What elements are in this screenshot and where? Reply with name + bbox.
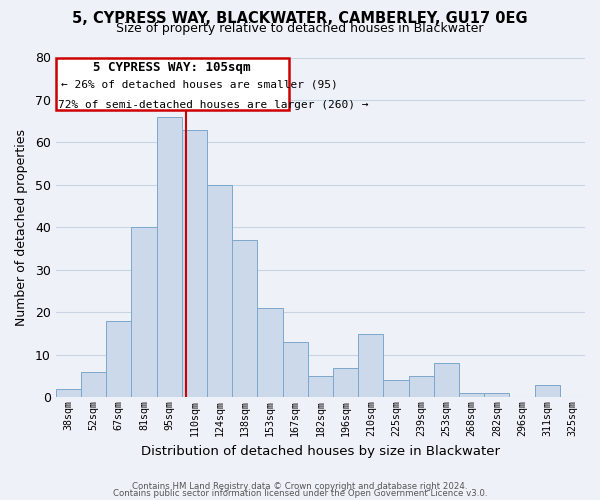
Bar bbox=[434, 364, 459, 398]
Bar bbox=[333, 368, 358, 398]
Bar bbox=[484, 393, 509, 398]
Bar bbox=[383, 380, 409, 398]
Text: 72% of semi-detached houses are larger (260) →: 72% of semi-detached houses are larger (… bbox=[58, 100, 369, 110]
Bar bbox=[232, 240, 257, 398]
Bar bbox=[459, 393, 484, 398]
Bar bbox=[182, 130, 207, 398]
Text: ← 26% of detached houses are smaller (95): ← 26% of detached houses are smaller (95… bbox=[61, 80, 338, 90]
Bar bbox=[157, 117, 182, 398]
X-axis label: Distribution of detached houses by size in Blackwater: Distribution of detached houses by size … bbox=[141, 444, 500, 458]
Text: 5 CYPRESS WAY: 105sqm: 5 CYPRESS WAY: 105sqm bbox=[94, 61, 251, 74]
Bar bbox=[56, 389, 81, 398]
Text: Size of property relative to detached houses in Blackwater: Size of property relative to detached ho… bbox=[116, 22, 484, 35]
Bar bbox=[535, 384, 560, 398]
Text: Contains HM Land Registry data © Crown copyright and database right 2024.: Contains HM Land Registry data © Crown c… bbox=[132, 482, 468, 491]
Bar bbox=[81, 372, 106, 398]
Bar bbox=[308, 376, 333, 398]
Bar bbox=[207, 185, 232, 398]
Text: Contains public sector information licensed under the Open Government Licence v3: Contains public sector information licen… bbox=[113, 489, 487, 498]
Text: 5, CYPRESS WAY, BLACKWATER, CAMBERLEY, GU17 0EG: 5, CYPRESS WAY, BLACKWATER, CAMBERLEY, G… bbox=[72, 11, 528, 26]
Bar bbox=[358, 334, 383, 398]
Bar bbox=[283, 342, 308, 398]
Bar bbox=[131, 228, 157, 398]
Y-axis label: Number of detached properties: Number of detached properties bbox=[15, 129, 28, 326]
Bar bbox=[257, 308, 283, 398]
FancyBboxPatch shape bbox=[56, 58, 289, 110]
Bar bbox=[409, 376, 434, 398]
Bar bbox=[106, 321, 131, 398]
